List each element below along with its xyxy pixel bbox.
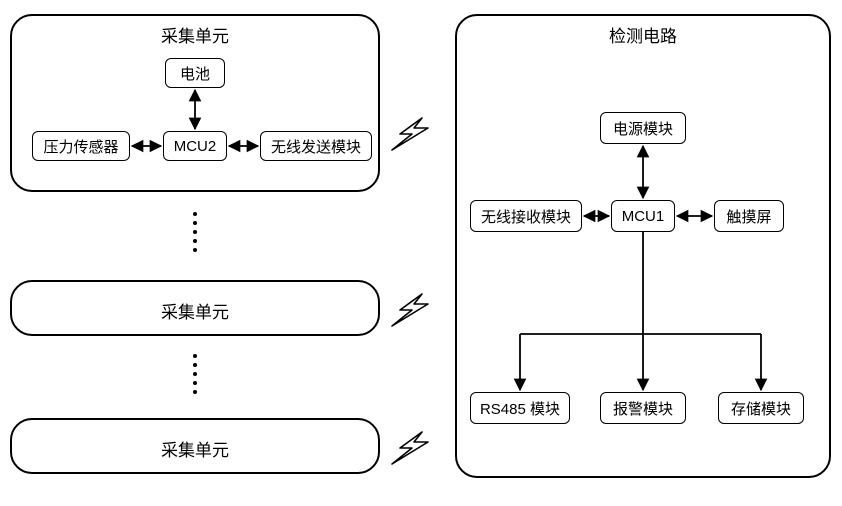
wireless-bolt-icon [392, 432, 428, 464]
pressure-sensor-node: 压力传感器 [32, 131, 130, 161]
power-module-label: 电源模块 [613, 118, 673, 139]
pressure-sensor-label: 压力传感器 [43, 136, 118, 157]
mcu1-node: MCU1 [611, 200, 675, 232]
storage-module-label: 存储模块 [731, 398, 791, 419]
wireless-bolt-icon [392, 294, 428, 326]
battery-label: 电池 [180, 63, 210, 84]
rs485-module-label: RS485 模块 [480, 398, 560, 419]
ellipsis-top-icon [193, 212, 197, 252]
acq-unit-mid-panel: 采集单元 [10, 280, 380, 336]
power-module-node: 电源模块 [600, 112, 686, 144]
wireless-tx-node: 无线发送模块 [260, 131, 372, 161]
wireless-rx-label: 无线接收模块 [481, 206, 571, 227]
wireless-rx-node: 无线接收模块 [470, 200, 582, 232]
acq-unit-mid-title: 采集单元 [161, 298, 229, 323]
acq-unit-bot-panel: 采集单元 [10, 418, 380, 474]
wireless-tx-label: 无线发送模块 [271, 136, 361, 157]
alarm-module-label: 报警模块 [613, 398, 673, 419]
detection-circuit-title: 检测电路 [609, 22, 677, 47]
wireless-bolt-icon [392, 118, 428, 150]
alarm-module-node: 报警模块 [600, 392, 686, 424]
rs485-module-node: RS485 模块 [470, 392, 570, 424]
acq-unit-bot-title: 采集单元 [161, 436, 229, 461]
ellipsis-bottom-icon [193, 354, 197, 394]
mcu2-label: MCU2 [174, 138, 217, 155]
mcu1-label: MCU1 [622, 208, 665, 225]
battery-node: 电池 [165, 58, 225, 88]
touchscreen-label: 触摸屏 [726, 206, 771, 227]
acq-unit-top-title: 采集单元 [161, 22, 229, 47]
touchscreen-node: 触摸屏 [714, 200, 784, 232]
acq-unit-top-panel: 采集单元 [10, 14, 380, 192]
mcu2-node: MCU2 [163, 131, 227, 161]
storage-module-node: 存储模块 [718, 392, 804, 424]
